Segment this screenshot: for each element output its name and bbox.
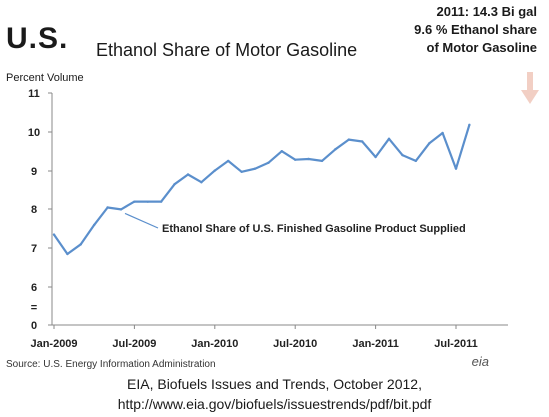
- y-tick-label: 7: [31, 243, 37, 255]
- x-tick-label: Jan-2009: [30, 338, 77, 350]
- y-tick-label: 8: [31, 204, 37, 216]
- y-tick-labels: 11 10 9 8 7 6 = 0: [28, 88, 40, 332]
- series-group: [52, 123, 471, 256]
- data-point: [173, 182, 176, 186]
- y-tick-label: =: [31, 302, 37, 314]
- data-point: [240, 170, 243, 173]
- x-tick-label: Jul-2011: [434, 338, 477, 350]
- callout-arrow-shaft: [527, 72, 533, 92]
- callout-arrow-icon: [521, 72, 539, 104]
- data-point: [79, 243, 83, 246]
- y-tick-label: 9: [31, 166, 37, 178]
- data-point: [267, 161, 270, 165]
- data-point: [468, 123, 471, 127]
- data-point: [428, 142, 431, 145]
- data-point: [66, 252, 69, 256]
- citation-line-1: EIA, Biofuels Issues and Trends, October…: [127, 376, 422, 392]
- x-tick-labels: Jan-2009 Jul-2009 Jan-2010 Jul-2010 Jan-2011…: [30, 338, 477, 350]
- data-point: [186, 173, 190, 176]
- y-tick-label: 10: [28, 127, 40, 139]
- data-point: [414, 159, 417, 163]
- callout-line-1: 2011: 14.3 Bi gal: [436, 4, 537, 19]
- data-point: [227, 159, 230, 163]
- data-point: [160, 200, 163, 203]
- eia-logo: eia: [471, 354, 489, 369]
- data-point: [454, 167, 458, 170]
- y-tick-label: 6: [31, 282, 37, 294]
- data-point: [133, 200, 136, 203]
- y-tick-label: 0: [31, 320, 37, 332]
- chart-axes: [48, 92, 508, 329]
- data-point: [119, 208, 123, 211]
- source-note: Source: U.S. Energy Information Administ…: [6, 359, 216, 370]
- data-point: [213, 169, 216, 172]
- x-tick-label: Jan-2011: [352, 338, 398, 350]
- data-point: [146, 200, 149, 203]
- annotation-leader-line: [124, 212, 159, 229]
- data-point: [320, 159, 324, 163]
- x-tick-label: Jan-2010: [191, 338, 238, 350]
- chart-title: Ethanol Share of Motor Gasoline: [96, 40, 358, 60]
- data-point: [294, 158, 297, 161]
- data-point: [401, 153, 404, 157]
- data-point: [106, 206, 109, 209]
- data-point: [52, 233, 56, 236]
- data-point: [253, 167, 257, 170]
- data-point: [361, 140, 364, 143]
- series-annotation: Ethanol Share of U.S. Finished Gasoline …: [124, 212, 466, 235]
- y-axis-label: Percent Volume: [6, 72, 84, 84]
- data-point: [93, 223, 96, 227]
- citation-url[interactable]: http://www.eia.gov/biofuels/issuestrends…: [117, 396, 432, 412]
- x-tick-label: Jul-2010: [273, 338, 317, 350]
- y-tick-label: 11: [28, 88, 40, 100]
- x-tick-label: Jul-2009: [112, 338, 156, 350]
- data-point: [280, 150, 283, 153]
- callout-line-2: 9.6 % Ethanol share: [414, 22, 537, 37]
- data-point: [200, 181, 203, 184]
- data-point: [347, 138, 350, 141]
- data-point: [334, 148, 337, 151]
- country-label: U.S.: [6, 22, 69, 55]
- series-name-label: Ethanol Share of U.S. Finished Gasoline …: [162, 223, 466, 235]
- callout-line-3: of Motor Gasoline: [426, 40, 538, 55]
- data-point: [307, 157, 310, 161]
- data-point: [374, 155, 377, 159]
- callout-arrow-head: [521, 90, 539, 104]
- data-point: [387, 137, 391, 140]
- series-line-0: [53, 124, 471, 256]
- data-point: [441, 131, 444, 135]
